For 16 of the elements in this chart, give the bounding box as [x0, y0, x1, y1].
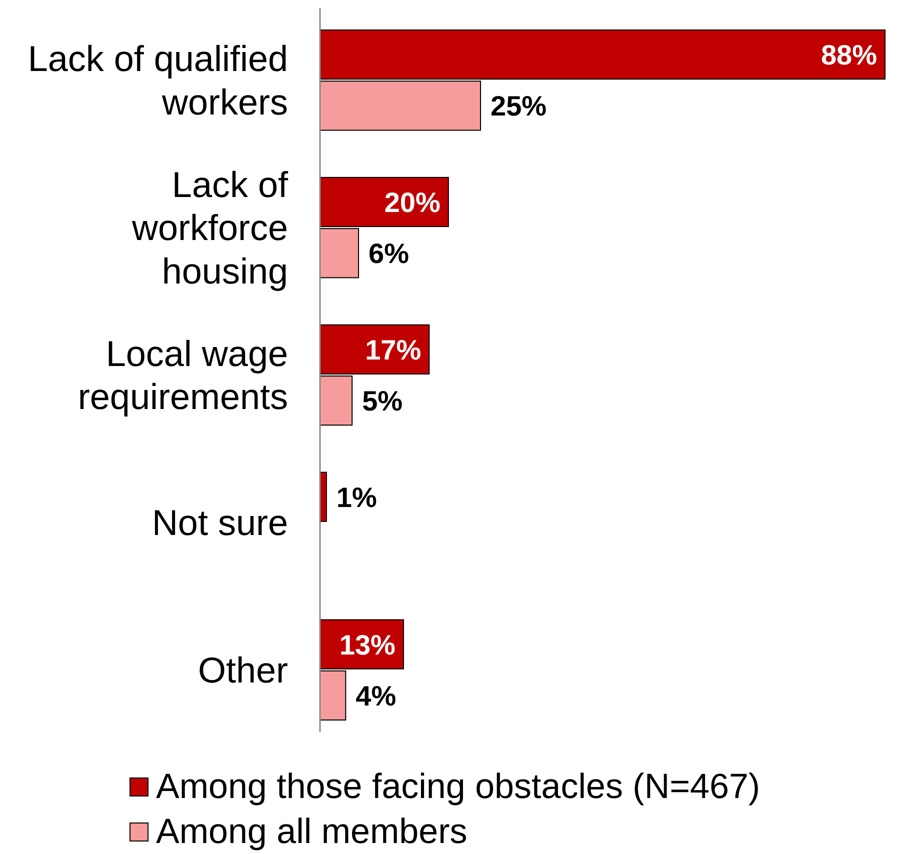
y-tick-label: Lack of qualified workers — [28, 38, 288, 122]
data-label: 1% — [336, 482, 377, 513]
y-tick-label: Local wage requirements — [78, 333, 288, 418]
data-label: 17% — [365, 334, 422, 366]
y-tick-label: Lack of workforce housing — [130, 164, 289, 292]
data-label: 13% — [339, 629, 396, 660]
y-tick-label: Not sure — [152, 502, 288, 544]
data-label: 88% — [820, 40, 878, 71]
data-label: 25% — [490, 90, 547, 122]
y-tick-label: Other — [198, 649, 288, 690]
data-label: 20% — [384, 186, 441, 218]
data-label: 4% — [356, 680, 396, 712]
data-label: 5% — [362, 386, 403, 417]
data-label: 6% — [368, 238, 410, 270]
legend-label: Among all members — [156, 812, 468, 851]
legend-label: Among those facing obstacles (N=467) — [156, 767, 760, 806]
